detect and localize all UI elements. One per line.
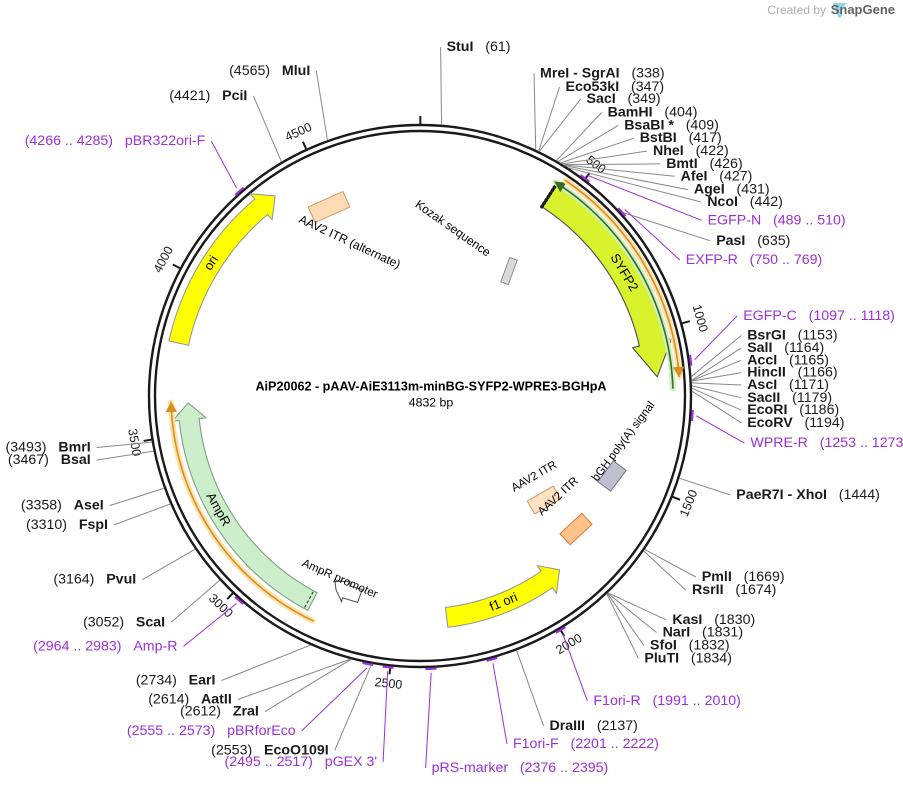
svg-text:EcoRV (1194): EcoRV (1194) [747,415,844,431]
svg-text:SnapGene: SnapGene [831,2,895,17]
svg-text:(3052) ScaI: (3052) ScaI [83,614,165,630]
svg-text:pRS-marker (2376 .. 2395): pRS-marker (2376 .. 2395) [432,760,609,776]
svg-text:(2612) ZraI: (2612) ZraI [180,704,259,720]
svg-text:NcoI (442): NcoI (442) [707,194,783,210]
svg-text:4832 bp: 4832 bp [409,396,454,410]
svg-text:(4565) MluI: (4565) MluI [229,63,310,79]
svg-text:EGFP-N (489 .. 510): EGFP-N (489 .. 510) [708,212,846,228]
svg-text:AiP20062 - pAAV-AiE3113m-minBG: AiP20062 - pAAV-AiE3113m-minBG-SYFP2-WPR… [255,380,606,394]
svg-text:EXFP-R (750 .. 769): EXFP-R (750 .. 769) [686,252,822,268]
svg-text:Created by: Created by [767,3,826,17]
svg-text:(2734) EarI: (2734) EarI [136,673,216,689]
svg-text:EGFP-C (1097 .. 1118): EGFP-C (1097 .. 1118) [743,308,895,324]
svg-text:F1ori-F (2201 .. 2222): F1ori-F (2201 .. 2222) [513,736,659,752]
svg-text:(2495 .. 2517) pGEX 3': (2495 .. 2517) pGEX 3' [225,754,378,770]
svg-text:(3358) AseI: (3358) AseI [21,498,104,514]
svg-text:StuI (61): StuI (61) [447,39,511,55]
svg-text:PaeR7I - XhoI (1444): PaeR7I - XhoI (1444) [736,487,880,503]
svg-text:(3467) BsaI: (3467) BsaI [8,452,91,468]
svg-text:PasI (635): PasI (635) [716,233,790,249]
svg-text:WPRE-R (1253 .. 1273): WPRE-R (1253 .. 1273) [750,435,903,451]
svg-text:F1ori-R (1991 .. 2010): F1ori-R (1991 .. 2010) [593,693,740,709]
svg-text:(4266 .. 4285) pBR322ori-F: (4266 .. 4285) pBR322ori-F [25,133,206,149]
svg-text:(2964 .. 2983) Amp-R: (2964 .. 2983) Amp-R [33,638,177,654]
svg-text:(3310) FspI: (3310) FspI [26,517,108,533]
svg-text:RsrII (1674): RsrII (1674) [692,582,776,598]
svg-text:PluTI (1834): PluTI (1834) [644,650,732,666]
svg-text:(2555 .. 2573) pBRforEco: (2555 .. 2573) pBRforEco [127,723,296,739]
svg-text:(4421) PciI: (4421) PciI [169,88,247,104]
svg-text:(3164) PvuI: (3164) PvuI [53,572,136,588]
svg-text:DraIII (2137): DraIII (2137) [550,718,638,734]
